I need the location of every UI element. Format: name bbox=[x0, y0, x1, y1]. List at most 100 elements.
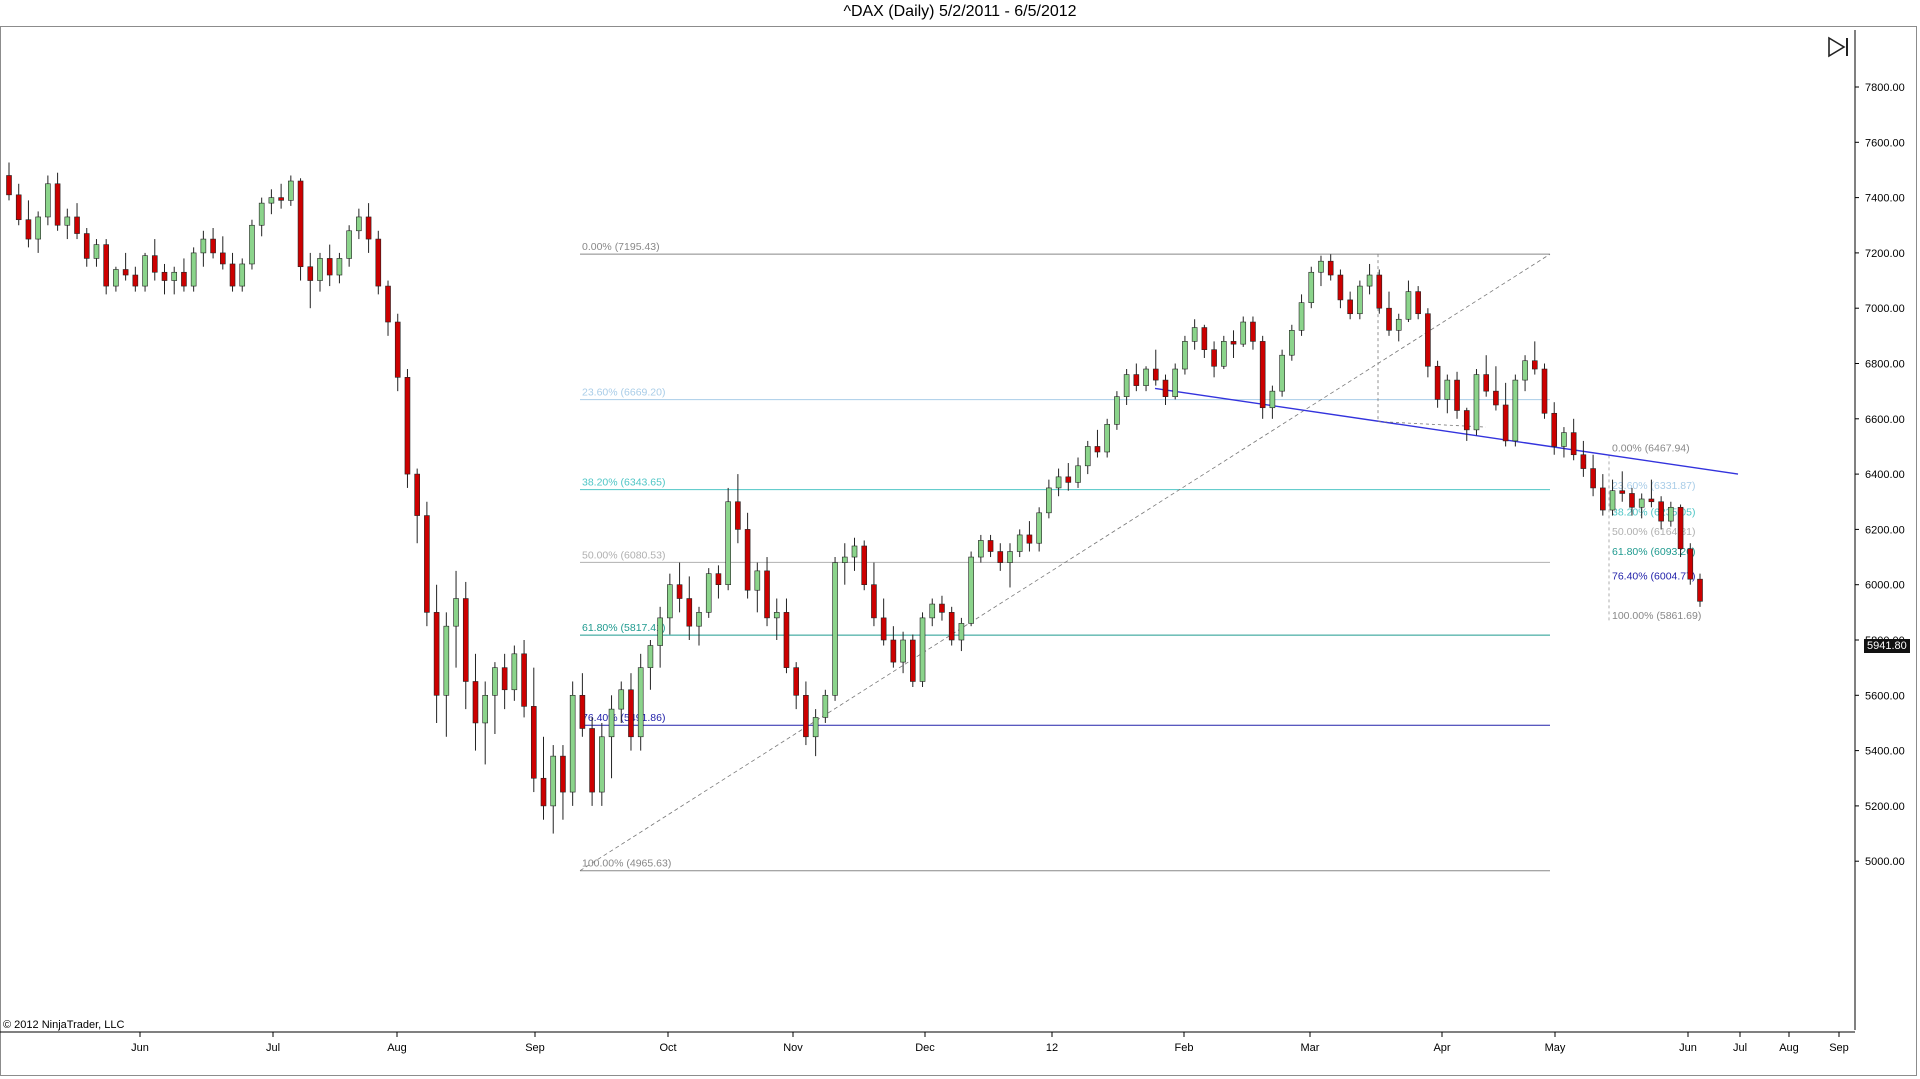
candle-body bbox=[1454, 379, 1460, 411]
trend-line bbox=[1154, 387, 1739, 475]
up-candle bbox=[1473, 369, 1480, 436]
candle-body bbox=[608, 708, 615, 738]
candle-body bbox=[1473, 374, 1480, 431]
up-candle bbox=[317, 252, 323, 292]
candle-body bbox=[1463, 410, 1470, 431]
time-tick-label: Oct bbox=[659, 1042, 676, 1054]
candle-body bbox=[54, 183, 61, 226]
down-candle bbox=[181, 258, 187, 292]
down-candle bbox=[229, 252, 236, 292]
down-candle bbox=[1250, 316, 1256, 350]
candle-body bbox=[1065, 476, 1072, 483]
candle-body bbox=[803, 694, 809, 738]
down-candle bbox=[1570, 418, 1577, 461]
fib-level-label: 50.00% (6080.53) bbox=[582, 549, 665, 561]
candle-body bbox=[278, 197, 284, 201]
candle-body bbox=[1026, 534, 1033, 544]
fib-level-label: 76.40% (5491.86) bbox=[582, 712, 665, 724]
skip-to-end-icon[interactable] bbox=[1827, 36, 1851, 58]
candle-body bbox=[890, 639, 897, 663]
candle-body bbox=[1279, 354, 1285, 392]
candle-body bbox=[530, 706, 537, 779]
down-candle bbox=[939, 595, 945, 621]
candle-body bbox=[326, 258, 333, 276]
candle-body bbox=[1094, 446, 1101, 453]
candle-body bbox=[210, 238, 216, 254]
candle-body bbox=[1191, 327, 1198, 342]
down-candle bbox=[1600, 474, 1606, 516]
candle-body bbox=[35, 216, 41, 240]
price-tick-label: 5400.00 bbox=[1865, 746, 1905, 758]
up-candle bbox=[443, 612, 450, 737]
candle-body bbox=[1259, 341, 1266, 409]
candle-body bbox=[1046, 487, 1052, 514]
down-candle bbox=[472, 653, 479, 751]
candle-body bbox=[725, 501, 731, 585]
down-candle bbox=[54, 172, 61, 231]
down-candle bbox=[1658, 496, 1664, 530]
up-candle bbox=[1366, 263, 1373, 295]
up-candle bbox=[725, 487, 731, 591]
fib-level-label: 38.20% (6343.65) bbox=[582, 477, 665, 489]
down-candle bbox=[676, 562, 683, 613]
up-candle bbox=[1395, 313, 1402, 342]
candle-body bbox=[832, 562, 838, 696]
up-candle bbox=[1318, 255, 1324, 287]
candle-body bbox=[1697, 578, 1703, 602]
down-candle bbox=[1026, 521, 1033, 552]
candle-body bbox=[1493, 390, 1499, 406]
up-candle bbox=[64, 208, 71, 240]
up-candle bbox=[1405, 280, 1412, 323]
up-candle bbox=[190, 247, 197, 292]
up-candle bbox=[978, 534, 984, 563]
up-candle bbox=[1289, 324, 1295, 361]
up-candle bbox=[608, 695, 615, 779]
candle-body bbox=[1677, 506, 1684, 550]
candle-body bbox=[1609, 490, 1616, 511]
candle-body bbox=[880, 617, 887, 641]
candle-body bbox=[628, 689, 634, 738]
candle-body bbox=[1483, 374, 1489, 392]
down-candle bbox=[1347, 291, 1353, 320]
candle-body bbox=[822, 694, 829, 718]
candle-body bbox=[715, 573, 722, 586]
down-candle bbox=[462, 581, 469, 710]
time-tick-label: Aug bbox=[1779, 1042, 1799, 1054]
down-candle bbox=[83, 228, 90, 267]
up-candle bbox=[1123, 369, 1130, 405]
candle-body bbox=[132, 274, 139, 287]
time-tick-label: Apr bbox=[1433, 1042, 1450, 1054]
fib2-level-label: 23.60% (6331.87) bbox=[1612, 480, 1695, 492]
up-candle bbox=[550, 745, 557, 834]
fib2-level-label: 0.00% (6467.94) bbox=[1612, 442, 1690, 454]
time-tick-label: Sep bbox=[525, 1042, 545, 1054]
up-candle bbox=[1668, 501, 1674, 527]
candle-body bbox=[1638, 498, 1645, 508]
time-axis: Jun Jul Aug Sep Oct Nov Dec 12 Feb Mar Apr May Jun Ju… bbox=[0, 1031, 1855, 1054]
up-candle bbox=[35, 211, 41, 253]
candle-body bbox=[161, 271, 168, 281]
down-candle bbox=[1065, 463, 1072, 491]
candle-body bbox=[1172, 368, 1179, 397]
price-tick-label: 5200.00 bbox=[1865, 801, 1905, 813]
down-candle bbox=[1463, 407, 1470, 441]
candle-body bbox=[365, 216, 372, 240]
down-candle bbox=[1415, 286, 1421, 320]
candle-body bbox=[1522, 360, 1528, 381]
candle-body bbox=[861, 545, 868, 585]
candle-body bbox=[1182, 341, 1188, 370]
down-candle bbox=[103, 239, 109, 295]
down-candle bbox=[948, 606, 955, 646]
candles-layer bbox=[6, 162, 1703, 834]
fib2-level-label: 61.80% (6093.26) bbox=[1612, 546, 1695, 558]
up-candle bbox=[288, 175, 294, 206]
up-candle bbox=[511, 645, 518, 701]
candle-body bbox=[83, 233, 90, 259]
candle-body bbox=[657, 617, 663, 646]
fib-level-label: 61.80% (5817.41) bbox=[582, 622, 665, 634]
up-candle bbox=[696, 606, 702, 646]
up-candle bbox=[1182, 335, 1188, 375]
up-candle bbox=[268, 189, 275, 215]
candle-body bbox=[744, 529, 751, 591]
